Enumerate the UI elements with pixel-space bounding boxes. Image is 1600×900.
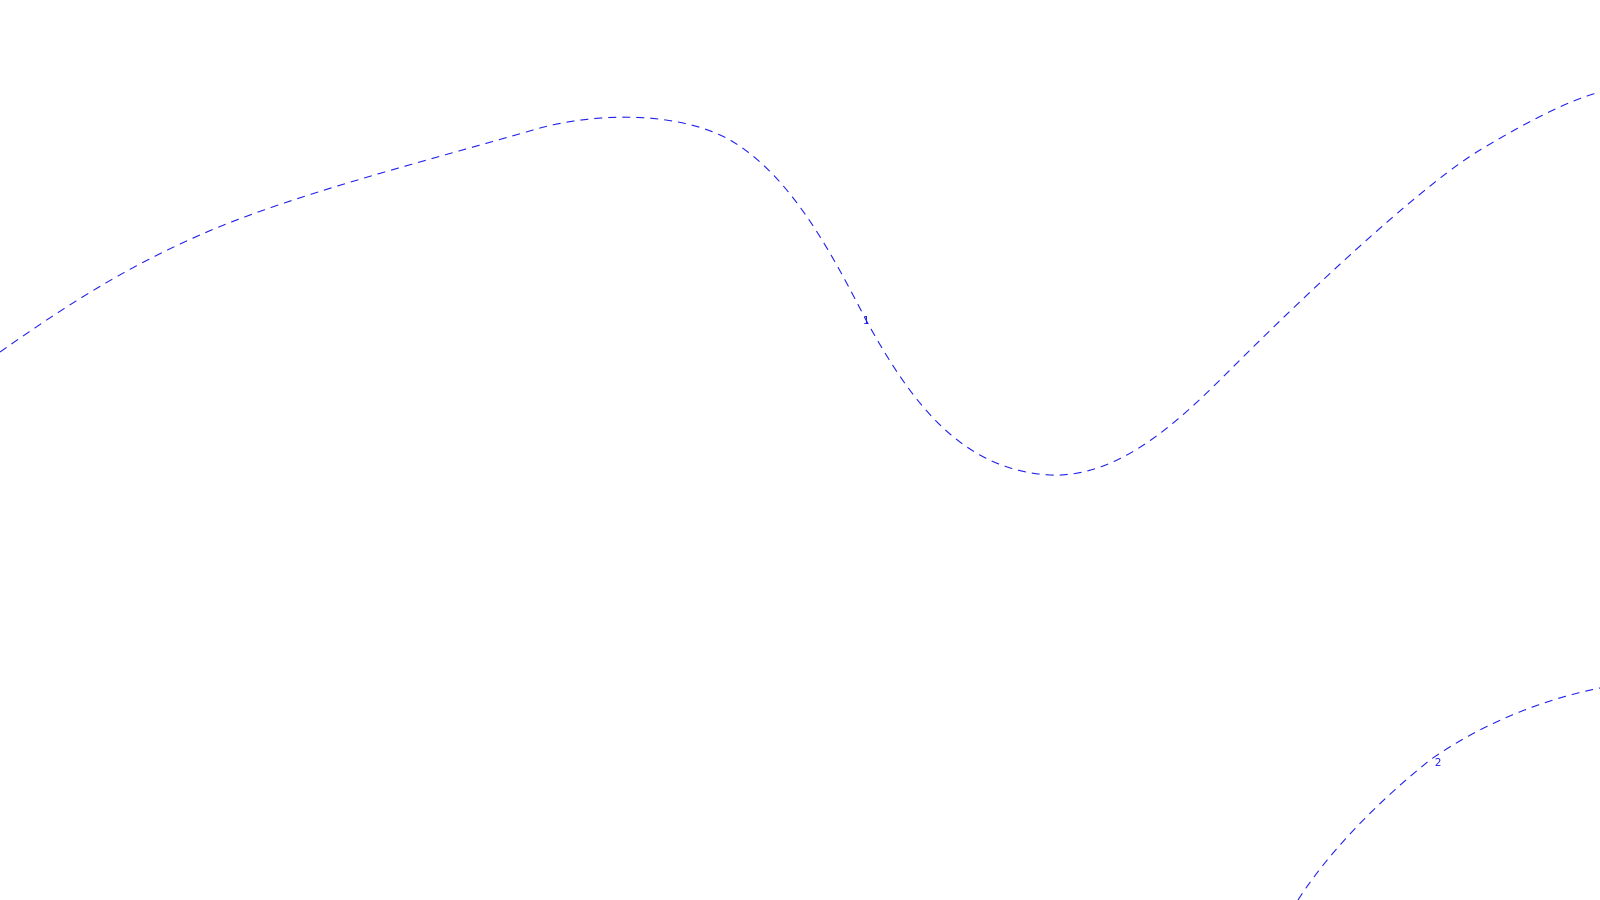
contour-label-1: 1 [863, 314, 870, 327]
contour-line-2 [1297, 687, 1600, 900]
contour-line-1 [0, 91, 1600, 476]
contour-label-2: 2 [1435, 756, 1442, 769]
